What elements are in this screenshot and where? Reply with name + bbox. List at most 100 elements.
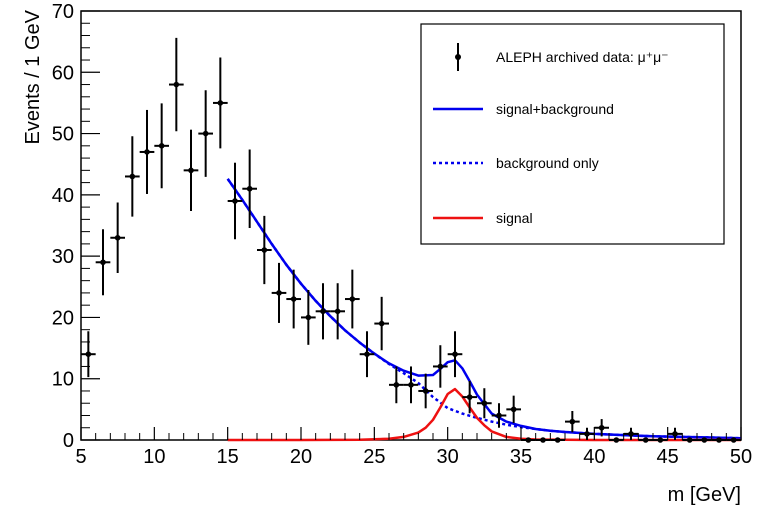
data-point bbox=[213, 57, 228, 149]
background-only-curve bbox=[226, 178, 742, 440]
data-marker bbox=[437, 363, 444, 370]
data-point bbox=[403, 366, 419, 404]
data-marker bbox=[525, 437, 532, 443]
data-marker bbox=[393, 382, 400, 388]
data-point bbox=[447, 331, 463, 378]
data-marker bbox=[730, 437, 737, 443]
data-marker bbox=[290, 296, 297, 302]
data-marker bbox=[569, 418, 576, 425]
x-tick-label: 10 bbox=[143, 446, 165, 468]
data-marker bbox=[305, 314, 312, 321]
data-marker bbox=[496, 412, 502, 419]
data-marker bbox=[261, 247, 268, 253]
y-tick-label: 50 bbox=[52, 124, 74, 146]
data-point bbox=[462, 380, 477, 414]
data-marker bbox=[554, 437, 561, 443]
legend-entry: ALEPH archived data: μ⁺μ⁻ bbox=[455, 43, 669, 71]
data-point bbox=[697, 437, 712, 443]
legend-label: ALEPH archived data: μ⁺μ⁻ bbox=[496, 49, 669, 65]
data-marker bbox=[408, 382, 414, 388]
legend-label: signal bbox=[496, 210, 533, 226]
data-point bbox=[491, 403, 507, 428]
data-point bbox=[521, 437, 536, 443]
data-point bbox=[330, 283, 345, 340]
data-point bbox=[271, 262, 287, 323]
data-point bbox=[169, 37, 184, 132]
data-marker bbox=[188, 167, 194, 174]
data-point bbox=[286, 269, 301, 329]
x-axis-title: m [GeV] bbox=[668, 484, 741, 506]
data-marker bbox=[158, 143, 165, 149]
x-tick-label: 5 bbox=[75, 446, 86, 468]
data-point bbox=[227, 162, 243, 240]
data-marker bbox=[129, 173, 136, 180]
data-point bbox=[477, 388, 492, 419]
data-marker bbox=[217, 100, 224, 106]
data-point bbox=[110, 202, 125, 273]
data-marker bbox=[716, 437, 722, 443]
data-point bbox=[418, 373, 433, 409]
data-marker bbox=[144, 149, 150, 155]
y-tick-label: 20 bbox=[52, 307, 74, 329]
data-point bbox=[301, 290, 316, 345]
x-tick-label: 25 bbox=[363, 446, 385, 468]
y-tick-label: 40 bbox=[52, 185, 74, 207]
data-point bbox=[506, 395, 521, 424]
y-tick-label: 10 bbox=[52, 369, 74, 391]
data-marker bbox=[173, 81, 180, 88]
data-marker bbox=[686, 437, 693, 443]
data-marker bbox=[466, 394, 473, 400]
data-marker bbox=[100, 259, 106, 266]
data-marker bbox=[334, 308, 341, 315]
data-point bbox=[359, 331, 375, 378]
data-point bbox=[139, 109, 155, 194]
x-tick-label: 15 bbox=[217, 446, 239, 468]
data-point bbox=[535, 437, 551, 443]
plot-frame bbox=[80, 10, 742, 441]
data-marker bbox=[276, 290, 282, 296]
data-marker bbox=[657, 437, 664, 443]
legend-label: signal+background bbox=[496, 101, 614, 117]
data-point bbox=[638, 437, 653, 443]
x-tick-label: 35 bbox=[510, 446, 532, 468]
data-marker bbox=[114, 234, 121, 241]
data-marker bbox=[613, 437, 620, 443]
data-marker bbox=[202, 130, 209, 137]
axis-ticks: 5 10 15 20 25 30 35 40 45 50 0 10 20 30 40 50 60 70 bbox=[52, 1, 752, 468]
x-tick-label: 30 bbox=[437, 446, 459, 468]
plot-border bbox=[80, 10, 742, 441]
legend-label: background only bbox=[496, 155, 599, 171]
data-point bbox=[198, 90, 213, 177]
data-point bbox=[726, 437, 741, 443]
data-point bbox=[345, 269, 360, 329]
data-points bbox=[81, 37, 741, 443]
data-marker bbox=[349, 296, 356, 302]
data-marker bbox=[510, 406, 517, 413]
data-point bbox=[242, 149, 257, 228]
x-tick-label: 45 bbox=[657, 446, 679, 468]
legend-entry: signal+background bbox=[433, 101, 614, 117]
data-marker bbox=[232, 198, 238, 204]
legend: ALEPH archived data: μ⁺μ⁻ signal+backgrou… bbox=[420, 23, 725, 245]
data-point bbox=[623, 427, 639, 440]
data-marker bbox=[481, 400, 488, 407]
data-point bbox=[711, 437, 727, 443]
legend-entry: background only bbox=[433, 155, 599, 171]
data-marker bbox=[378, 320, 385, 327]
data-point bbox=[609, 437, 624, 443]
data-point bbox=[550, 437, 565, 443]
data-point bbox=[579, 427, 595, 440]
x-tick-label: 40 bbox=[583, 446, 605, 468]
legend-box bbox=[420, 23, 725, 245]
data-point bbox=[433, 345, 448, 388]
data-marker bbox=[422, 388, 429, 394]
data-point bbox=[95, 229, 111, 296]
data-marker bbox=[452, 351, 458, 358]
data-marker bbox=[364, 351, 370, 358]
y-tick-label: 0 bbox=[63, 430, 74, 452]
data-marker bbox=[628, 431, 634, 437]
data-point bbox=[315, 283, 331, 340]
data-point bbox=[594, 419, 609, 437]
data-point bbox=[565, 410, 580, 433]
